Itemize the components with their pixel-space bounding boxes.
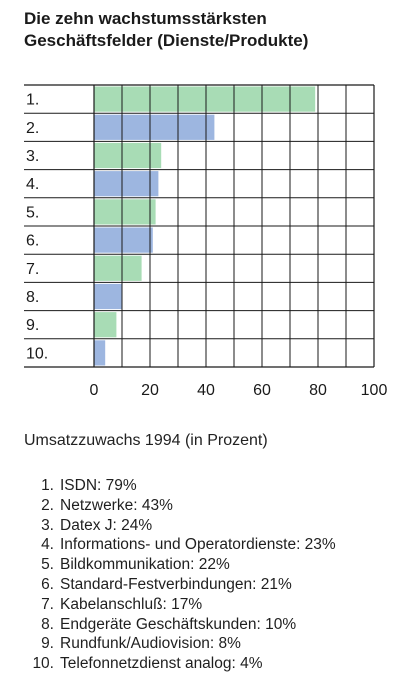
category-label: 8. — [26, 289, 39, 306]
category-label: 6. — [26, 233, 39, 250]
list-item: 9. Rundfunk/Audiovision: 8% — [24, 634, 336, 654]
list-item-number: 10. — [32, 655, 54, 673]
bar — [94, 199, 156, 225]
x-tick-label: 60 — [253, 382, 271, 399]
list-item-text: Endgeräte Geschäftskunden: 10% — [60, 615, 297, 633]
list-item-number: 8. — [41, 615, 54, 633]
x-tick-label: 80 — [309, 382, 327, 399]
bar — [94, 227, 153, 253]
category-label: 3. — [26, 148, 39, 165]
bar — [94, 312, 117, 338]
list-item-text: Telefonnetzdienst analog: 4% — [60, 655, 263, 673]
category-label: 9. — [26, 317, 39, 334]
bar — [94, 255, 142, 281]
list-item: 1. ISDN: 79% — [24, 476, 336, 496]
list-item-number: 5. — [41, 556, 54, 574]
list-item: 3. Datex J: 24% — [24, 516, 336, 536]
x-tick-label: 20 — [141, 382, 159, 399]
chart-subtitle: Umsatzzuwachs 1994 (in Prozent) — [24, 432, 268, 449]
category-list: 1. ISDN: 79% 2. Netzwerke: 43% 3. Datex J: … — [24, 476, 336, 674]
list-item: 7. Kabelanschluß: 17% — [24, 595, 336, 615]
x-tick-label: 100 — [361, 382, 388, 399]
list-item-text: Standard-Festverbindungen: 21% — [60, 575, 292, 593]
bar-chart: 1. 2. 3. 4. 5. 6. 7. 8. 9. 10. 0 20 40 60 80 100 — [24, 84, 388, 399]
list-item-text: Datex J: 24% — [60, 516, 153, 534]
bar — [94, 171, 159, 197]
list-item: 8. Endgeräte Geschäftskunden: 10% — [24, 615, 336, 635]
bar — [94, 283, 122, 310]
list-item-number: 4. — [41, 536, 54, 554]
list-item-number: 3. — [41, 516, 54, 534]
category-label: 1. — [26, 92, 39, 109]
list-item-text: Kabelanschluß: 17% — [60, 595, 203, 613]
list-item-text: ISDN: 79% — [60, 477, 137, 494]
category-label: 5. — [26, 204, 39, 221]
list-item-number: 7. — [41, 595, 54, 613]
list-item: 5. Bildkommunikation: 22% — [24, 555, 336, 575]
list-item: 2. Netzwerke: 43% — [24, 496, 336, 516]
category-label: 2. — [26, 120, 39, 137]
x-tick-label: 0 — [90, 382, 99, 399]
category-label: 10. — [26, 345, 48, 362]
list-item: 6. Standard-Festverbindungen: 21% — [24, 575, 336, 595]
list-item-number: 6. — [41, 575, 54, 593]
list-item-text: Netzwerke: 43% — [60, 496, 173, 514]
title-line-1: Die zehn wachstumsstärksten — [24, 9, 267, 28]
list-item-number: 1. — [41, 477, 54, 494]
list-item-number: 2. — [41, 496, 54, 514]
x-tick-label: 40 — [197, 382, 215, 399]
bar — [94, 340, 106, 366]
list-item: 10. Telefonnetzdienst analog: 4% — [24, 654, 336, 674]
bar — [94, 142, 162, 169]
list-item-text: Bildkommunikation: 22% — [60, 556, 230, 574]
list-item-text: Rundfunk/Audiovision: 8% — [60, 635, 241, 653]
category-label: 7. — [26, 261, 39, 278]
category-label: 4. — [26, 176, 39, 193]
title-line-2: Geschäftsfelder (Dienste/Produkte) — [24, 31, 309, 50]
list-item: 4. Informations- und Operatordienste: 23% — [24, 535, 336, 555]
bar — [94, 86, 316, 112]
list-item-text: Informations- und Operatordienste: 23% — [60, 536, 336, 554]
chart-title: Die zehn wachstumsstärksten Geschäftsfel… — [24, 8, 384, 52]
list-item-number: 9. — [41, 635, 54, 653]
bar — [94, 114, 215, 140]
